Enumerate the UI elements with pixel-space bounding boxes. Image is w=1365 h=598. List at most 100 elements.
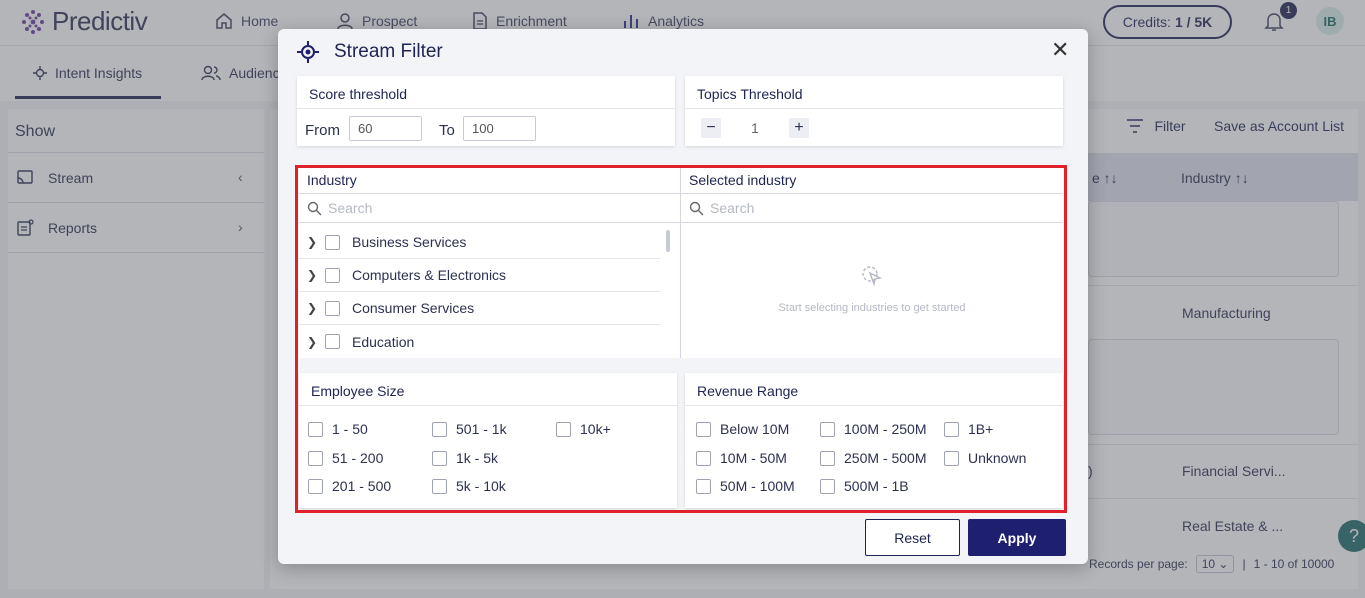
records-per-page-value: 10 [1201,557,1216,571]
topics-decrement-button[interactable]: − [701,118,721,138]
save-account-list-button[interactable]: Save as Account List [1207,110,1351,142]
row-divider [1088,444,1358,445]
topics-increment-button[interactable]: + [789,118,809,138]
chevron-right-icon[interactable]: ❯ [306,235,318,249]
credits-value: 1 / 5K [1174,14,1213,30]
modal-header: Stream Filter [296,40,443,64]
pagination-records: Records per page: 10 ⌄ | 1 - 10 of 10000 [1089,555,1334,573]
checkbox[interactable] [432,450,447,466]
avatar[interactable]: IB [1316,7,1344,35]
filter-button[interactable]: Filter [1114,110,1198,142]
revenue-option[interactable]: 100M - 250M [820,421,926,437]
employee-option-label: 501 - 1k [456,421,507,437]
notification-badge: 1 [1280,2,1297,19]
checkbox[interactable] [432,478,447,494]
checkbox[interactable] [944,450,959,466]
checkbox[interactable] [944,421,959,437]
nav-prospect[interactable]: Prospect [336,12,417,30]
score-to-input[interactable]: 100 [463,116,536,141]
revenue-option[interactable]: 250M - 500M [820,450,926,466]
bell-icon[interactable] [1262,9,1286,33]
predictiv-logo[interactable]: Predictiv [20,6,148,37]
checkbox[interactable] [696,450,711,466]
industry-search-input[interactable]: Search [299,194,680,223]
sidebar-divider [8,202,264,203]
revenue-option[interactable]: Below 10M [696,421,789,437]
employee-option[interactable]: 10k+ [556,421,611,437]
search-icon [307,201,322,215]
topics-threshold-title: Topics Threshold [685,76,1063,109]
employee-option[interactable]: 5k - 10k [432,478,506,494]
filter-lines-icon [1127,119,1144,133]
industry-checkbox[interactable] [325,267,340,283]
checkbox[interactable] [696,478,711,494]
industry-scrollbar[interactable] [666,230,670,252]
industry-item-label: Computers & Electronics [352,267,507,283]
industry-search-placeholder: Search [328,200,373,216]
selected-industry-title: Selected industry [681,168,1063,194]
industry-checkbox[interactable] [325,300,340,316]
checkbox[interactable] [556,421,571,437]
industry-item[interactable]: ❯ Education [299,325,660,358]
sidebar-show-label: Show [15,123,56,140]
chevron-right-icon[interactable]: ❯ [306,301,318,315]
revenue-option[interactable]: 10M - 50M [696,450,787,466]
chevron-right-icon[interactable]: ❯ [306,268,318,282]
reset-button[interactable]: Reset [865,519,960,556]
industry-item[interactable]: ❯ Business Services [299,226,660,259]
nav-home[interactable]: Home [215,12,278,30]
tab-audience[interactable]: Audience [201,65,287,81]
crosshair-icon [33,66,47,80]
apply-button[interactable]: Apply [968,519,1066,556]
selected-industry-panel: Selected industry Search Start selecting… [681,168,1063,358]
help-button[interactable]: ? [1338,520,1365,552]
nav-enrichment[interactable]: Enrichment [472,12,567,30]
sidebar-item-stream[interactable]: Stream [16,169,93,187]
checkbox[interactable] [308,478,323,494]
industry-checkbox[interactable] [325,334,340,349]
checkbox[interactable] [432,421,447,437]
chevron-right-icon[interactable]: › [238,219,243,235]
industry-checkbox[interactable] [325,234,340,250]
checkbox[interactable] [308,450,323,466]
industry-item[interactable]: ❯ Consumer Services [299,292,660,325]
revenue-option-label: 50M - 100M [720,478,795,494]
revenue-option[interactable]: 1B+ [944,421,993,437]
topics-threshold-value[interactable]: 1 [751,120,759,136]
chevron-left-icon[interactable]: ‹ [238,169,243,185]
pagination-divider: | [1242,557,1246,571]
industry-panel: Industry Search ❯ Business Services ❯ Co… [299,168,681,358]
employee-option[interactable]: 1 - 50 [308,421,368,437]
employee-option[interactable]: 501 - 1k [432,421,507,437]
close-icon[interactable]: ✕ [1051,37,1070,62]
records-per-page-select[interactable]: 10 ⌄ [1195,555,1235,573]
checkbox[interactable] [308,421,323,437]
revenue-option[interactable]: 50M - 100M [696,478,795,494]
industry-item-label: Business Services [352,234,467,250]
column-header-partial[interactable]: e ↑↓ [1092,170,1118,186]
revenue-option[interactable]: Unknown [944,450,1026,466]
nav-analytics[interactable]: Analytics [622,12,704,30]
credits-pill[interactable]: Credits: 1 / 5K [1103,5,1232,39]
employee-option[interactable]: 201 - 500 [308,478,391,494]
chevron-right-icon[interactable]: ❯ [306,334,318,349]
table-cell-fragment: ) [1088,463,1093,479]
checkbox[interactable] [820,478,835,494]
industry-item[interactable]: ❯ Computers & Electronics [299,259,660,292]
revenue-option[interactable]: 500M - 1B [820,478,909,494]
checkbox[interactable] [820,450,835,466]
sidebar-item-reports[interactable]: Reports [16,219,97,237]
credits-label: Credits: [1122,14,1171,30]
employee-option-label: 5k - 10k [456,478,506,494]
checkbox[interactable] [820,421,835,437]
employee-option[interactable]: 51 - 200 [308,450,383,466]
table-row-detail [1088,201,1339,277]
employee-option[interactable]: 1k - 5k [432,450,498,466]
column-header-industry[interactable]: Industry ↑↓ [1181,170,1249,186]
score-threshold-title: Score threshold [297,76,675,109]
score-from-input[interactable]: 60 [349,116,422,141]
tab-intent-insights[interactable]: Intent Insights [33,65,142,81]
revenue-option-label: 100M - 250M [844,421,927,437]
checkbox[interactable] [696,421,711,437]
selected-industry-search-input[interactable]: Search [681,194,1063,223]
